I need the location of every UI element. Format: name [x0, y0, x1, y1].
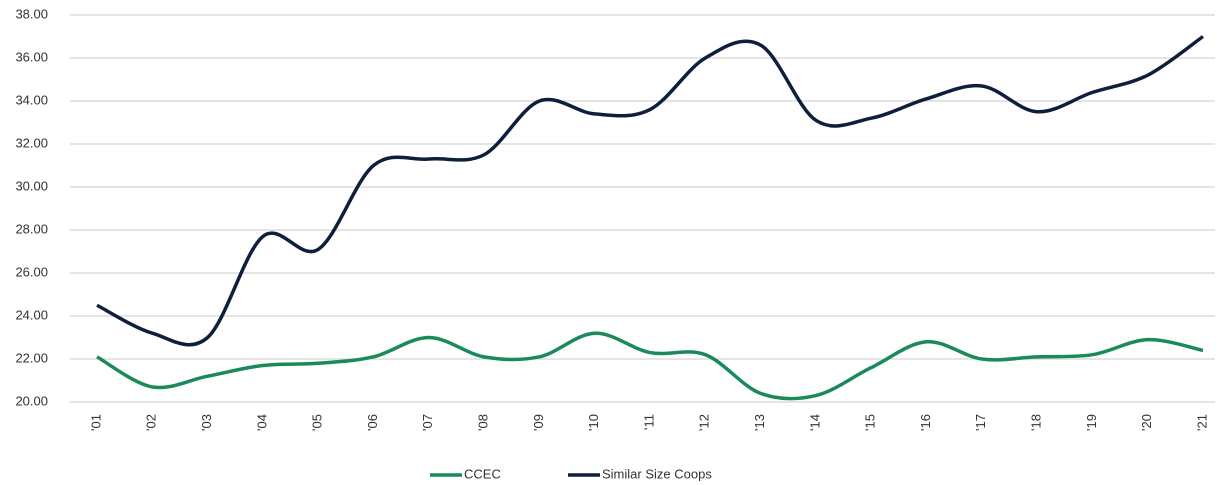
x-tick-label: '14	[807, 414, 822, 431]
y-tick-label: 36.00	[15, 49, 48, 64]
x-tick-label: '08	[476, 414, 491, 431]
x-tick-label: '02	[144, 414, 159, 431]
y-tick-label: 24.00	[15, 307, 48, 322]
y-tick-label: 20.00	[15, 393, 48, 408]
x-tick-label: '19	[1084, 414, 1099, 431]
x-tick-label: '03	[199, 414, 214, 431]
x-tick-label: '21	[1194, 414, 1209, 431]
x-tick-label: '20	[1139, 414, 1154, 431]
x-tick-label: '13	[752, 414, 767, 431]
y-tick-label: 34.00	[15, 92, 48, 107]
y-tick-label: 30.00	[15, 178, 48, 193]
x-tick-label: '09	[531, 414, 546, 431]
x-tick-label: '01	[88, 414, 103, 431]
y-tick-label: 38.00	[15, 6, 48, 21]
y-tick-label: 26.00	[15, 264, 48, 279]
y-tick-label: 28.00	[15, 221, 48, 236]
x-tick-label: '11	[641, 414, 656, 430]
legend-label: CCEC	[464, 466, 501, 481]
x-tick-label: '06	[365, 414, 380, 431]
y-tick-label: 32.00	[15, 135, 48, 150]
x-tick-label: '10	[586, 414, 601, 431]
x-tick-label: '17	[973, 414, 988, 431]
x-tick-label: '04	[254, 414, 269, 431]
x-tick-label: '12	[697, 414, 712, 431]
x-tick-label: '15	[863, 414, 878, 431]
x-tick-label: '07	[420, 414, 435, 431]
x-tick-label: '05	[310, 414, 325, 431]
x-tick-label: '18	[1029, 414, 1044, 431]
series-line	[96, 331, 1204, 401]
y-tick-label: 22.00	[15, 350, 48, 365]
x-tick-label: '16	[918, 414, 933, 431]
series-line	[96, 35, 1205, 347]
legend-label: Similar Size Coops	[602, 466, 712, 481]
